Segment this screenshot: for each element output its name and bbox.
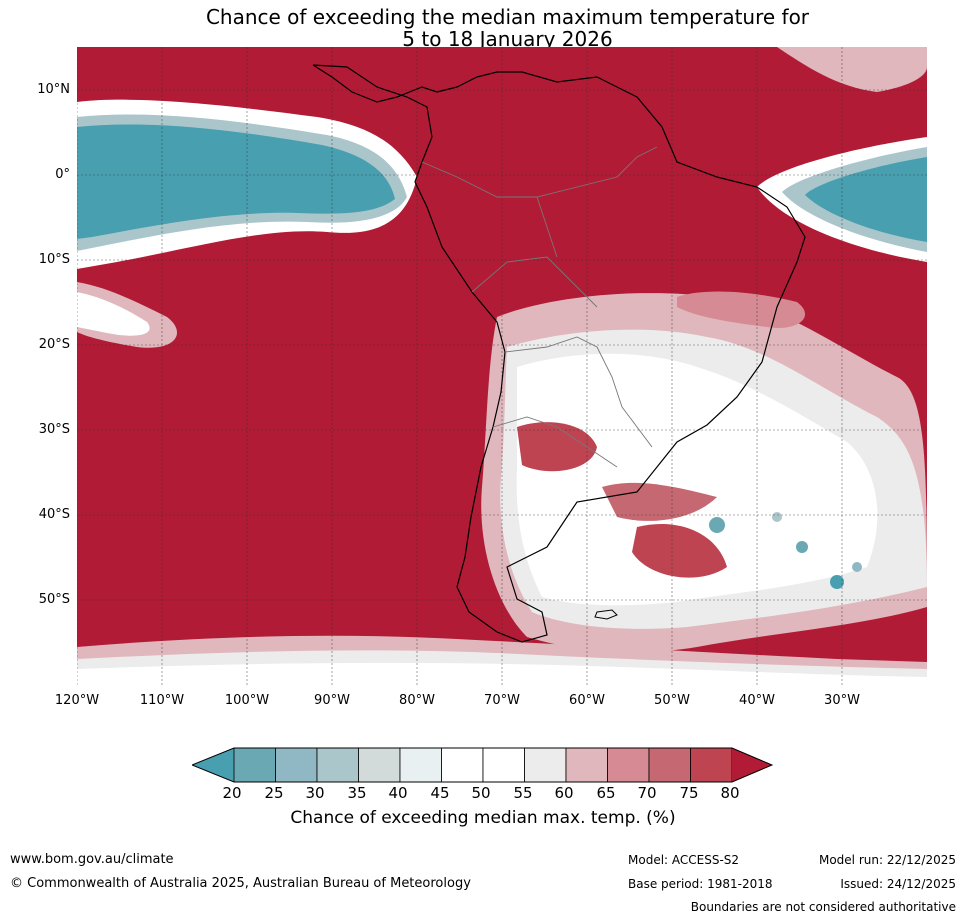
issued-date: Issued: 24/12/2025	[840, 877, 956, 891]
colorbar-tick-65: 65	[596, 784, 616, 802]
lat-label-0: 0°	[55, 167, 70, 182]
colorbar-segment	[316, 747, 359, 783]
colorbar-segment	[607, 747, 650, 783]
colorbar-segment	[482, 747, 525, 783]
pacific-cool-region	[77, 99, 417, 348]
website-link[interactable]: www.bom.gov.au/climate	[10, 852, 174, 867]
central-america-coastline	[312, 64, 438, 103]
southern-mixed-region	[481, 291, 927, 653]
lon-label-60w: 60°W	[569, 693, 605, 708]
lon-label-80w: 80°W	[399, 693, 435, 708]
lat-label-30s: 30°S	[38, 422, 70, 437]
model-name: Model: ACCESS-S2	[628, 853, 740, 867]
falkland-islands	[594, 609, 618, 620]
colorbar-tick-40: 40	[388, 784, 408, 802]
lon-label-70w: 70°W	[484, 693, 520, 708]
colorbar-tick-60: 60	[554, 784, 574, 802]
colorbar-outline	[192, 747, 774, 783]
colorbar-segment	[690, 747, 733, 783]
probability-map	[77, 47, 927, 685]
colorbar-extend-low	[192, 748, 234, 782]
lon-label-120w: 120°W	[54, 693, 100, 708]
colorbar-tick-50: 50	[471, 784, 491, 802]
lat-label-50s: 50°S	[38, 592, 70, 607]
colorbar-extend-high	[732, 748, 772, 782]
lon-label-50w: 50°W	[654, 693, 690, 708]
colorbar-segment	[275, 747, 318, 783]
lat-label-10n: 10°N	[37, 82, 70, 97]
colorbar-tick-35: 35	[347, 784, 367, 802]
colorbar-segment	[524, 747, 567, 783]
lat-label-20s: 20°S	[38, 337, 70, 352]
copyright-text: © Commonwealth of Australia 2025, Austra…	[10, 876, 471, 891]
colorbar-segment	[233, 747, 276, 783]
colorbar-tick-45: 45	[430, 784, 450, 802]
lon-label-110w: 110°W	[139, 693, 185, 708]
base-period: Base period: 1981-2018	[628, 877, 773, 891]
country-borders	[421, 146, 658, 468]
colorbar-tick-25: 25	[264, 784, 284, 802]
map-title-line2: 5 to 18 January 2026	[402, 27, 613, 51]
colorbar-tick-75: 75	[679, 784, 699, 802]
lat-label-10s: 10°S	[38, 252, 70, 267]
lon-label-100w: 100°W	[224, 693, 270, 708]
colorbar-tick-55: 55	[513, 784, 533, 802]
lat-label-40s: 40°S	[38, 507, 70, 522]
boundaries-disclaimer: Boundaries are not considered authoritat…	[690, 900, 956, 914]
lon-label-40w: 40°W	[739, 693, 775, 708]
south-america-coastline	[312, 64, 806, 643]
colorbar-label: Chance of exceeding median max. temp. (%…	[290, 808, 676, 828]
lon-label-90w: 90°W	[314, 693, 350, 708]
graticule	[77, 47, 927, 685]
colorbar-segment	[648, 747, 691, 783]
colorbar-tick-70: 70	[637, 784, 657, 802]
map-title-line1: Chance of exceeding the median maximum t…	[205, 5, 810, 29]
colorbar-segment	[358, 747, 401, 783]
colorbar-segment	[441, 747, 484, 783]
colorbar	[192, 747, 774, 783]
colorbar-tick-30: 30	[305, 784, 325, 802]
model-run-date: Model run: 22/12/2025	[818, 853, 956, 867]
colorbar-tick-80: 80	[720, 784, 740, 802]
colorbar-tick-20: 20	[222, 784, 242, 802]
colorbar-segment	[399, 747, 442, 783]
colorbar-segment	[565, 747, 608, 783]
lon-label-30w: 30°W	[824, 693, 860, 708]
